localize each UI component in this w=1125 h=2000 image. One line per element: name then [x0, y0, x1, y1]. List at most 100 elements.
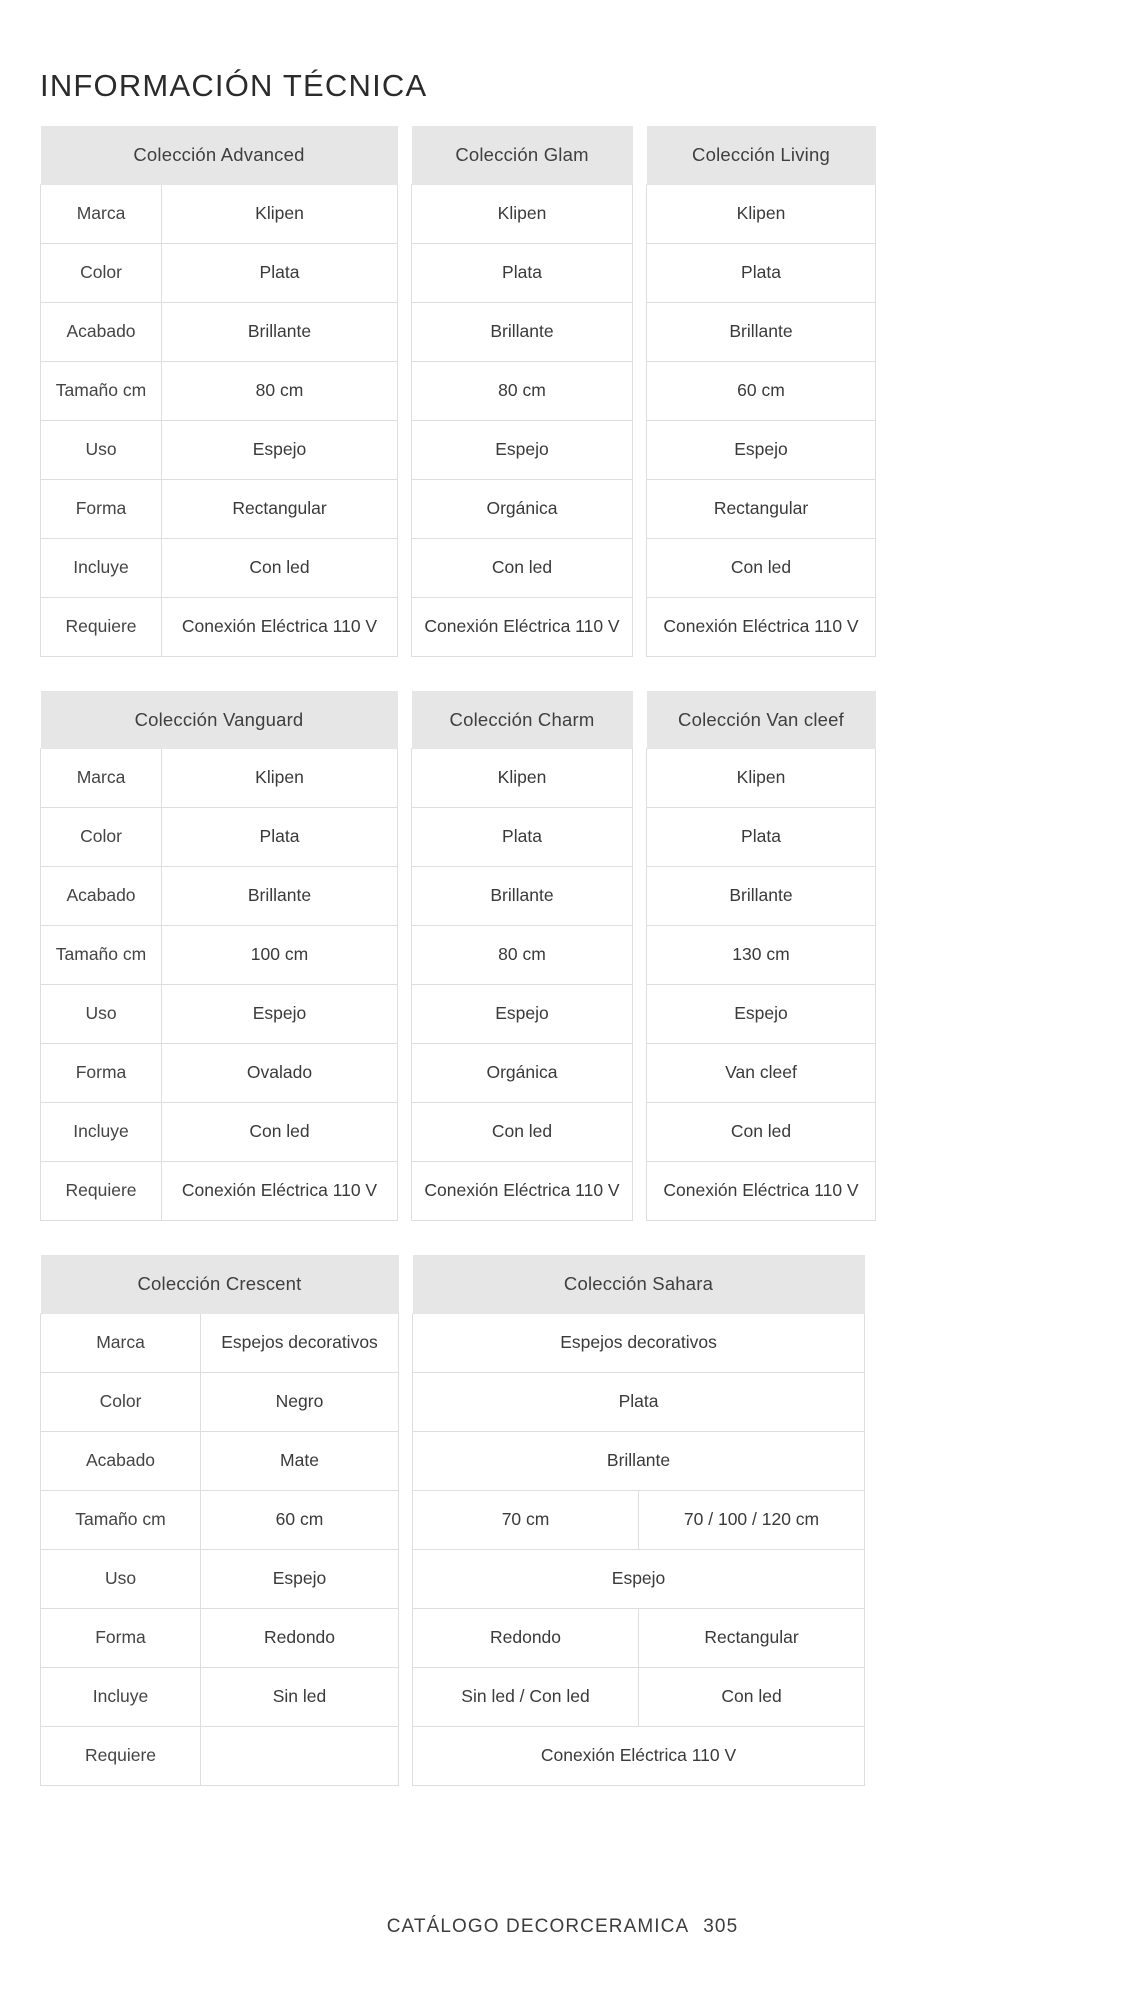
table-header-sahara: Colección Sahara: [412, 1255, 865, 1314]
table-row: Klipen: [646, 183, 876, 244]
table-row: 80 cm: [411, 925, 633, 985]
table-row: Marca Espejos decorativos: [40, 1312, 400, 1373]
table-row: Conexión Eléctrica 110 V: [412, 1725, 866, 1786]
cell-living-tamano: 60 cm: [646, 360, 876, 421]
table-row: Requiere: [40, 1725, 400, 1786]
table-header-living: Colección Living: [646, 126, 876, 185]
spec-table-crescent: Colección Crescent Marca Espejos decorat…: [40, 1255, 400, 1786]
table-row: Conexión Eléctrica 110 V: [411, 1161, 633, 1221]
table-row: Redondo Rectangular: [412, 1607, 866, 1668]
cell-advanced-marca: Klipen: [161, 183, 398, 244]
cell-advanced-uso: Espejo: [161, 419, 398, 480]
table-row: Conexión Eléctrica 110 V: [646, 1161, 876, 1221]
row-label-marca: Marca: [40, 748, 162, 808]
table-header-row: Colección Sahara: [412, 1255, 865, 1314]
row-label-uso: Uso: [40, 984, 162, 1044]
table-header-row: Colección Vanguard: [40, 690, 398, 749]
table-row: Con led: [646, 1102, 876, 1162]
table-body: Klipen Plata Brillante 80 cm Espejo Orgá…: [411, 748, 633, 1221]
cell-vanguard-forma: Ovalado: [161, 1043, 398, 1103]
table-row: Con led: [411, 537, 633, 598]
table-body: Espejos decorativos Plata Brillante 70 c…: [412, 1312, 866, 1786]
cell-vanguard-acabado: Brillante: [161, 866, 398, 926]
table-row: Brillante: [411, 866, 633, 926]
table-group-2: Colección Vanguard Marca Klipen Color Pl…: [40, 690, 1085, 1221]
cell-sahara-tamano-b: 70 / 100 / 120 cm: [638, 1489, 866, 1550]
cell-crescent-uso: Espejo: [199, 1548, 400, 1609]
cell-sahara-marca: Espejos decorativos: [412, 1312, 866, 1373]
cell-crescent-forma: Redondo: [199, 1607, 400, 1668]
table-row: Espejo: [646, 419, 876, 480]
cell-charm-tamano: 80 cm: [411, 925, 633, 985]
page-number: 305: [703, 1916, 739, 1937]
cell-crescent-tamano: 60 cm: [199, 1489, 400, 1550]
table-header-crescent: Colección Crescent: [40, 1255, 399, 1314]
row-label-requiere: Requiere: [40, 1725, 201, 1786]
table-header-vanguard: Colección Vanguard: [40, 690, 398, 749]
cell-living-incluye: Con led: [646, 537, 876, 598]
table-row: Brillante: [646, 866, 876, 926]
cell-advanced-requiere: Conexión Eléctrica 110 V: [161, 596, 398, 657]
spec-table-living: Colección Living Klipen Plata Brillante …: [646, 126, 876, 657]
cell-sahara-uso: Espejo: [412, 1548, 866, 1609]
cell-sahara-incluye-a: Sin led / Con led: [412, 1666, 640, 1727]
spec-table-sahara: Colección Sahara Espejos decorativos Pla…: [412, 1255, 866, 1786]
table-row: Requiere Conexión Eléctrica 110 V: [40, 1161, 398, 1221]
table-row: Color Plata: [40, 807, 398, 867]
table-group-3: Colección Crescent Marca Espejos decorat…: [40, 1255, 1085, 1786]
table-row: Brillante: [412, 1430, 866, 1491]
table-row: Tamaño cm 100 cm: [40, 925, 398, 985]
table-row: Klipen: [646, 748, 876, 808]
row-label-color: Color: [40, 242, 162, 303]
cell-glam-requiere: Conexión Eléctrica 110 V: [411, 596, 633, 657]
cell-vanguard-uso: Espejo: [161, 984, 398, 1044]
cell-vanguard-incluye: Con led: [161, 1102, 398, 1162]
table-row: Uso Espejo: [40, 984, 398, 1044]
row-label-tamano: Tamaño cm: [40, 925, 162, 985]
table-row: Requiere Conexión Eléctrica 110 V: [40, 596, 398, 657]
cell-vancleef-requiere: Conexión Eléctrica 110 V: [646, 1161, 876, 1221]
table-body: Marca Klipen Color Plata Acabado Brillan…: [40, 748, 398, 1221]
table-row: Espejo: [412, 1548, 866, 1609]
row-label-acabado: Acabado: [40, 301, 162, 362]
table-header-row: Colección Charm: [411, 690, 633, 749]
cell-charm-acabado: Brillante: [411, 866, 633, 926]
cell-advanced-acabado: Brillante: [161, 301, 398, 362]
table-row: Con led: [646, 537, 876, 598]
cell-living-requiere: Conexión Eléctrica 110 V: [646, 596, 876, 657]
table-row: 70 cm 70 / 100 / 120 cm: [412, 1489, 866, 1550]
cell-charm-forma: Orgánica: [411, 1043, 633, 1103]
table-row: Sin led / Con led Con led: [412, 1666, 866, 1727]
cell-living-forma: Rectangular: [646, 478, 876, 539]
table-row: Tamaño cm 80 cm: [40, 360, 398, 421]
page-footer: CATÁLOGO DECORCERAMICA 305: [0, 1916, 1125, 1938]
row-label-acabado: Acabado: [40, 1430, 201, 1491]
table-row: Plata: [646, 242, 876, 303]
cell-charm-uso: Espejo: [411, 984, 633, 1044]
table-body: Marca Espejos decorativos Color Negro Ac…: [40, 1312, 400, 1786]
table-row: Klipen: [411, 748, 633, 808]
cell-advanced-tamano: 80 cm: [161, 360, 398, 421]
row-label-forma: Forma: [40, 478, 162, 539]
row-label-forma: Forma: [40, 1043, 162, 1103]
cell-charm-marca: Klipen: [411, 748, 633, 808]
cell-vancleef-incluye: Con led: [646, 1102, 876, 1162]
row-label-incluye: Incluye: [40, 1666, 201, 1727]
cell-vanguard-tamano: 100 cm: [161, 925, 398, 985]
cell-sahara-requiere: Conexión Eléctrica 110 V: [412, 1725, 866, 1786]
cell-glam-acabado: Brillante: [411, 301, 633, 362]
cell-vanguard-requiere: Conexión Eléctrica 110 V: [161, 1161, 398, 1221]
table-row: Plata: [646, 807, 876, 867]
spec-table-vancleef: Colección Van cleef Klipen Plata Brillan…: [646, 690, 876, 1221]
table-body: Klipen Plata Brillante 130 cm Espejo Van…: [646, 748, 876, 1221]
table-row: 60 cm: [646, 360, 876, 421]
cell-glam-tamano: 80 cm: [411, 360, 633, 421]
table-header-row: Colección Advanced: [40, 126, 398, 185]
table-body: Klipen Plata Brillante 80 cm Espejo Orgá…: [411, 183, 633, 657]
cell-living-marca: Klipen: [646, 183, 876, 244]
cell-vancleef-tamano: 130 cm: [646, 925, 876, 985]
table-header-row: Colección Van cleef: [646, 690, 876, 749]
row-label-tamano: Tamaño cm: [40, 360, 162, 421]
cell-sahara-incluye-b: Con led: [638, 1666, 866, 1727]
